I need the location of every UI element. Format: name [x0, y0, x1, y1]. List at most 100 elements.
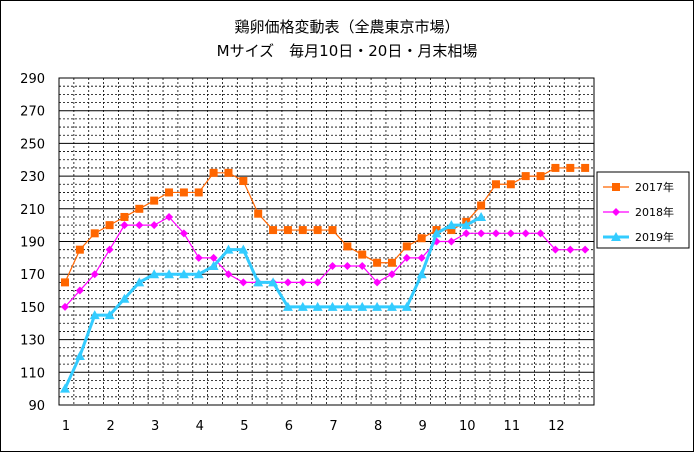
- data-point-square: [209, 168, 218, 177]
- data-point-triangle: [372, 301, 383, 311]
- data-point-diamond: [581, 245, 590, 254]
- data-point-square: [521, 172, 530, 181]
- data-point-triangle: [119, 293, 130, 303]
- data-point-triangle: [60, 383, 70, 393]
- data-point-diamond: [165, 212, 174, 221]
- data-point-diamond: [491, 229, 500, 238]
- y-tick-label: 210: [20, 203, 45, 218]
- x-tick-label: 2: [106, 419, 114, 434]
- legend-label: 2017年: [635, 180, 674, 194]
- data-point-triangle: [342, 301, 353, 311]
- data-point-diamond: [612, 208, 620, 216]
- data-point-triangle: [134, 277, 145, 287]
- data-point-square: [165, 188, 174, 197]
- data-point-square: [75, 245, 84, 254]
- data-point-triangle: [386, 301, 397, 311]
- series-group: [61, 212, 590, 311]
- data-point-square: [328, 226, 337, 235]
- data-point-square: [179, 188, 188, 197]
- data-point-triangle: [268, 277, 279, 287]
- data-point-square: [343, 242, 352, 251]
- data-point-square: [477, 201, 486, 210]
- grid: [58, 77, 595, 406]
- y-tick-label: 90: [28, 399, 45, 414]
- data-point-square: [536, 172, 545, 181]
- data-point-triangle: [193, 269, 204, 279]
- data-point-square: [224, 168, 233, 177]
- data-point-diamond: [358, 262, 367, 271]
- x-tick-label: 4: [196, 419, 204, 434]
- data-point-triangle: [223, 244, 234, 254]
- x-tick-label: 7: [329, 419, 337, 434]
- x-tick-label: 5: [240, 419, 248, 434]
- data-point-square: [566, 163, 575, 172]
- data-point-diamond: [387, 270, 396, 279]
- data-point-diamond: [536, 229, 545, 238]
- y-tick-label: 250: [20, 137, 45, 152]
- data-point-square: [373, 258, 382, 267]
- series-group: [61, 163, 590, 287]
- data-point-diamond: [224, 270, 233, 279]
- data-point-diamond: [417, 253, 426, 262]
- data-point-diamond: [313, 278, 322, 287]
- data-point-diamond: [90, 270, 99, 279]
- data-point-square: [402, 242, 411, 251]
- data-point-triangle: [164, 269, 175, 279]
- data-point-diamond: [477, 229, 486, 238]
- data-point-diamond: [179, 229, 188, 238]
- data-point-triangle: [431, 228, 442, 238]
- data-point-diamond: [298, 278, 307, 287]
- data-point-diamond: [239, 278, 248, 287]
- data-point-square: [358, 250, 367, 259]
- data-point-diamond: [209, 253, 218, 262]
- legend: 2017年 2018年 2019年: [596, 171, 690, 249]
- chart-subtitle: Mサイズ 毎月10日・20日・月末相場: [217, 42, 478, 60]
- data-point-square: [105, 221, 114, 230]
- data-point-square: [90, 229, 99, 238]
- x-tick-label: 9: [419, 419, 427, 434]
- data-point-diamond: [551, 245, 560, 254]
- data-point-triangle: [357, 301, 368, 311]
- y-tick-label: 170: [20, 268, 45, 283]
- data-point-square: [120, 212, 129, 221]
- data-point-triangle: [401, 301, 412, 311]
- data-point-triangle: [476, 211, 487, 221]
- y-tick-label: 290: [20, 72, 45, 87]
- data-point-square: [417, 234, 426, 243]
- data-point-square: [194, 188, 203, 197]
- data-point-diamond: [373, 278, 382, 287]
- data-point-diamond: [447, 237, 456, 246]
- data-point-square: [254, 209, 263, 218]
- data-point-diamond: [105, 245, 114, 254]
- data-point-diamond: [506, 229, 515, 238]
- data-point-triangle: [416, 269, 427, 279]
- data-point-square: [150, 196, 159, 205]
- data-point-triangle: [89, 310, 100, 320]
- x-tick-label: 6: [285, 419, 293, 434]
- data-point-triangle: [297, 301, 308, 311]
- chart-title: 鶏卵価格変動表（全農東京市場）: [234, 18, 459, 36]
- data-point-diamond: [150, 221, 159, 230]
- data-point-triangle: [253, 277, 264, 287]
- data-point-diamond: [566, 245, 575, 254]
- data-point-square: [447, 226, 456, 235]
- legend-label: 2018年: [635, 205, 674, 219]
- data-point-square: [551, 163, 560, 172]
- x-tick-label: 1: [62, 419, 70, 434]
- y-tick-label: 190: [20, 236, 45, 251]
- data-point-square: [298, 226, 307, 235]
- x-tick-label: 11: [504, 419, 521, 434]
- x-tick-label: 10: [459, 419, 476, 434]
- data-point-triangle: [104, 310, 115, 320]
- data-point-diamond: [120, 221, 129, 230]
- data-point-diamond: [194, 253, 203, 262]
- data-point-triangle: [282, 301, 293, 311]
- data-point-diamond: [521, 229, 530, 238]
- data-point-triangle: [178, 269, 189, 279]
- data-point-diamond: [283, 278, 292, 287]
- y-tick-label: 230: [20, 170, 45, 185]
- data-point-square: [313, 226, 322, 235]
